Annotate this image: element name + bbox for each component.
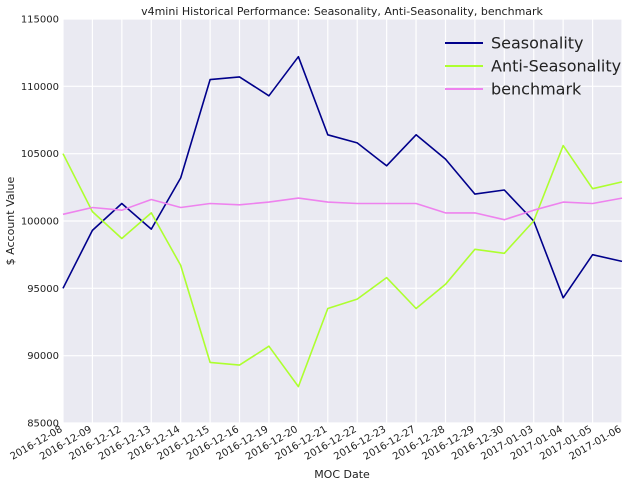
y-tick-labels: 85000 90000 95000 100000 105000 110000 115000: [21, 15, 59, 430]
grid-lines: [62, 18, 623, 424]
chart-title: v4mini Historical Performance: Seasonali…: [141, 5, 543, 18]
y-tick-label: 100000: [21, 217, 59, 228]
legend-label-anti-seasonality: Anti-Seasonality: [491, 57, 621, 76]
x-axis-label: MOC Date: [314, 468, 370, 481]
series-line-anti-seasonality: [62, 144, 623, 388]
y-tick-label: 85000: [27, 419, 59, 430]
y-axis-label: $ Account Value: [4, 176, 17, 265]
y-tick-label: 90000: [27, 351, 59, 362]
series-lines: [62, 55, 623, 388]
y-tick-label: 95000: [27, 284, 59, 295]
y-tick-label: 115000: [21, 15, 59, 26]
x-tick-labels: 2016-12-082016-12-092016-12-122016-12-13…: [9, 424, 624, 463]
legend-label-benchmark: benchmark: [491, 80, 582, 99]
series-line-benchmark: [62, 197, 623, 221]
legend-label-seasonality: Seasonality: [491, 34, 584, 53]
y-tick-label: 110000: [21, 82, 59, 93]
legend: Seasonality Anti-Seasonality benchmark: [445, 34, 621, 99]
y-tick-label: 105000: [21, 149, 59, 160]
